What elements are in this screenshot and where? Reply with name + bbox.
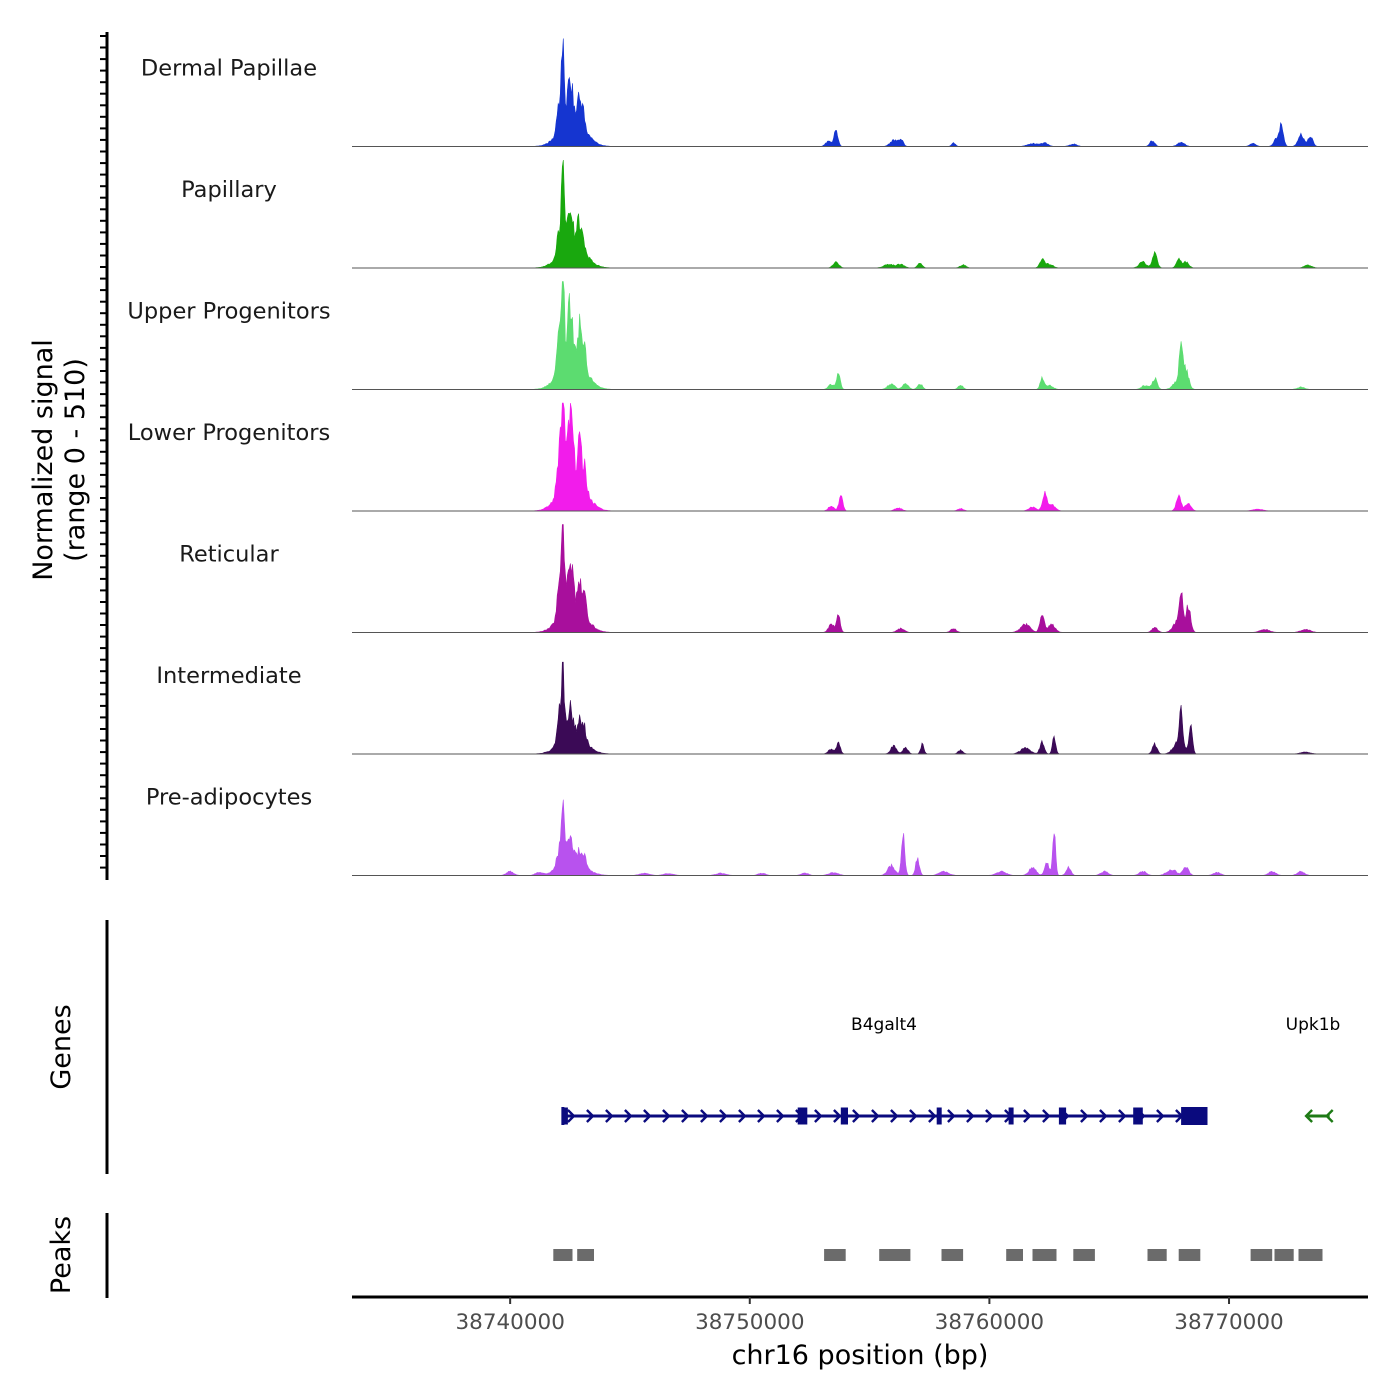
peak-region [1178,1249,1201,1261]
strand-arrow [852,1109,861,1123]
strand-arrow [681,1109,690,1123]
strand-arrow [624,1109,633,1123]
strand-arrow [871,1109,880,1123]
track-papillary: Papillary [181,159,1368,269]
x-tick-label: 38750000 [695,1310,804,1335]
peak-track [553,1249,1323,1261]
signal-area [352,524,1368,633]
x-axis: 38740000 38750000 38760000 38770000 [352,1295,1368,1335]
peak-region [941,1249,964,1261]
strand-arrow [1156,1109,1165,1123]
track-label: Intermediate [156,663,301,689]
exon [797,1107,808,1125]
exon [936,1107,942,1125]
track-upper-progenitors: Upper Progenitors [127,281,1368,390]
peak-region [879,1249,911,1261]
strand-arrow [890,1109,899,1123]
strand-arrow [947,1109,956,1123]
strand-arrow [738,1109,747,1123]
strand-arrow [1325,1109,1334,1123]
x-tick-label: 38770000 [1174,1310,1283,1335]
strand-arrow [1023,1109,1032,1123]
signal-area [352,159,1368,269]
peak-region [1298,1249,1323,1261]
track-label: Upper Progenitors [127,299,330,325]
peak-region [1032,1249,1057,1261]
peak-region [553,1249,573,1261]
strand-arrow [643,1109,652,1123]
peak-region [1250,1249,1273,1261]
signal-area [352,38,1368,147]
y-axis-range-label: (range 0 - 510) [60,358,91,562]
strand-arrow [700,1109,709,1123]
strand-arrow [1304,1109,1313,1123]
strand-arrow [966,1109,975,1123]
strand-arrow [719,1109,728,1123]
track-label: Pre-adipocytes [146,785,312,811]
strand-arrow [776,1109,785,1123]
signal-tracks: Dermal Papillae Papillary Upper Progenitor… [127,38,1368,876]
exon [840,1107,848,1125]
x-tick-label: 38760000 [935,1310,1044,1335]
exon [1181,1107,1208,1125]
signal-y-axis [100,32,109,880]
genes-axis-label: Genes [46,1004,77,1089]
strand-arrow [1118,1109,1127,1123]
strand-arrow [909,1109,918,1123]
exon [562,1107,568,1125]
peaks-axis-label: Peaks [46,1216,77,1294]
strand-arrow [814,1109,823,1123]
track-dermal-papillae: Dermal Papillae [141,38,1368,147]
strand-arrow [567,1109,576,1123]
strand-arrow [1080,1109,1089,1123]
signal-area [352,402,1368,512]
gene-b4galt4: B4galt4 [561,1015,1208,1125]
peak-region [1147,1249,1167,1261]
track-lower-progenitors: Lower Progenitors [128,402,1368,512]
strand-arrow [662,1109,671,1123]
gene-label: Upk1b [1286,1015,1341,1035]
signal-area [352,281,1368,390]
track-label: Lower Progenitors [128,420,330,446]
signal-area [352,799,1368,876]
strand-arrow [833,1109,842,1123]
exon [1133,1107,1143,1125]
strand-arrow [1099,1109,1108,1123]
x-tick-label: 38740000 [455,1310,564,1335]
strand-arrow [757,1109,766,1123]
strand-arrow [586,1109,595,1123]
peak-region [1274,1249,1294,1261]
y-axis-label: Normalized signal [28,339,59,581]
gene-upk1b: Upk1b [1286,1015,1341,1123]
peak-region [577,1249,594,1261]
y-axis-label-line1: Normalized signal [28,339,59,581]
track-label: Dermal Papillae [141,56,317,82]
gene-track: B4galt4 Upk1b [561,1015,1341,1125]
strand-arrow [1042,1109,1051,1123]
exon [1008,1107,1014,1125]
gene-label: B4galt4 [851,1015,917,1035]
strand-arrow [928,1109,937,1123]
track-pre-adipocytes: Pre-adipocytes [146,785,1368,876]
peak-region [824,1249,846,1261]
track-intermediate: Intermediate [156,661,1368,755]
strand-arrow [985,1109,994,1123]
strand-arrow [605,1109,614,1123]
signal-area [352,661,1368,755]
peak-region [1006,1249,1023,1261]
x-axis-label: chr16 position (bp) [732,1340,989,1371]
track-label: Papillary [181,177,277,203]
track-reticular: Reticular [179,524,1368,633]
track-label: Reticular [179,542,279,568]
peak-region [1073,1249,1095,1261]
exon [1058,1107,1067,1125]
